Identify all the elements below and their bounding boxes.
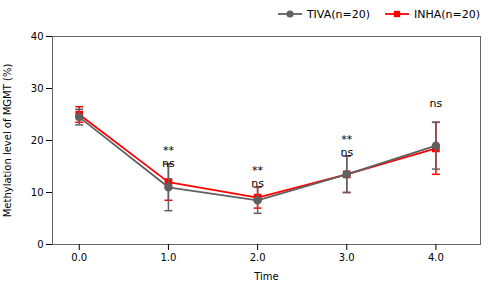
svg-text:ns: ns <box>251 177 264 190</box>
svg-text:0: 0 <box>37 239 43 250</box>
svg-text:ns: ns <box>430 97 443 110</box>
svg-text:2.0: 2.0 <box>250 252 266 263</box>
svg-text:10: 10 <box>31 187 44 198</box>
svg-text:ns: ns <box>162 157 175 170</box>
html-text:TIVA(n=20): TIVA(n=20) <box>306 7 370 21</box>
svg-text:20: 20 <box>31 135 44 146</box>
svg-text:**: ** <box>163 144 175 157</box>
svg-text:**: ** <box>341 133 353 146</box>
svg-text:3.0: 3.0 <box>339 252 355 263</box>
svg-text:0.0: 0.0 <box>71 252 87 263</box>
svg-text:ns: ns <box>340 146 353 159</box>
svg-text:1.0: 1.0 <box>160 252 176 263</box>
svg-text:Methylation level of MGMT (%): Methylation level of MGMT (%) <box>2 64 13 218</box>
html-text:INHA(n=20): INHA(n=20) <box>414 7 480 21</box>
svg-text:**: ** <box>252 164 264 177</box>
svg-text:4.0: 4.0 <box>428 252 444 263</box>
svg-text:40: 40 <box>31 31 44 42</box>
svg-text:30: 30 <box>31 83 44 94</box>
svg-text:Time: Time <box>253 271 278 282</box>
